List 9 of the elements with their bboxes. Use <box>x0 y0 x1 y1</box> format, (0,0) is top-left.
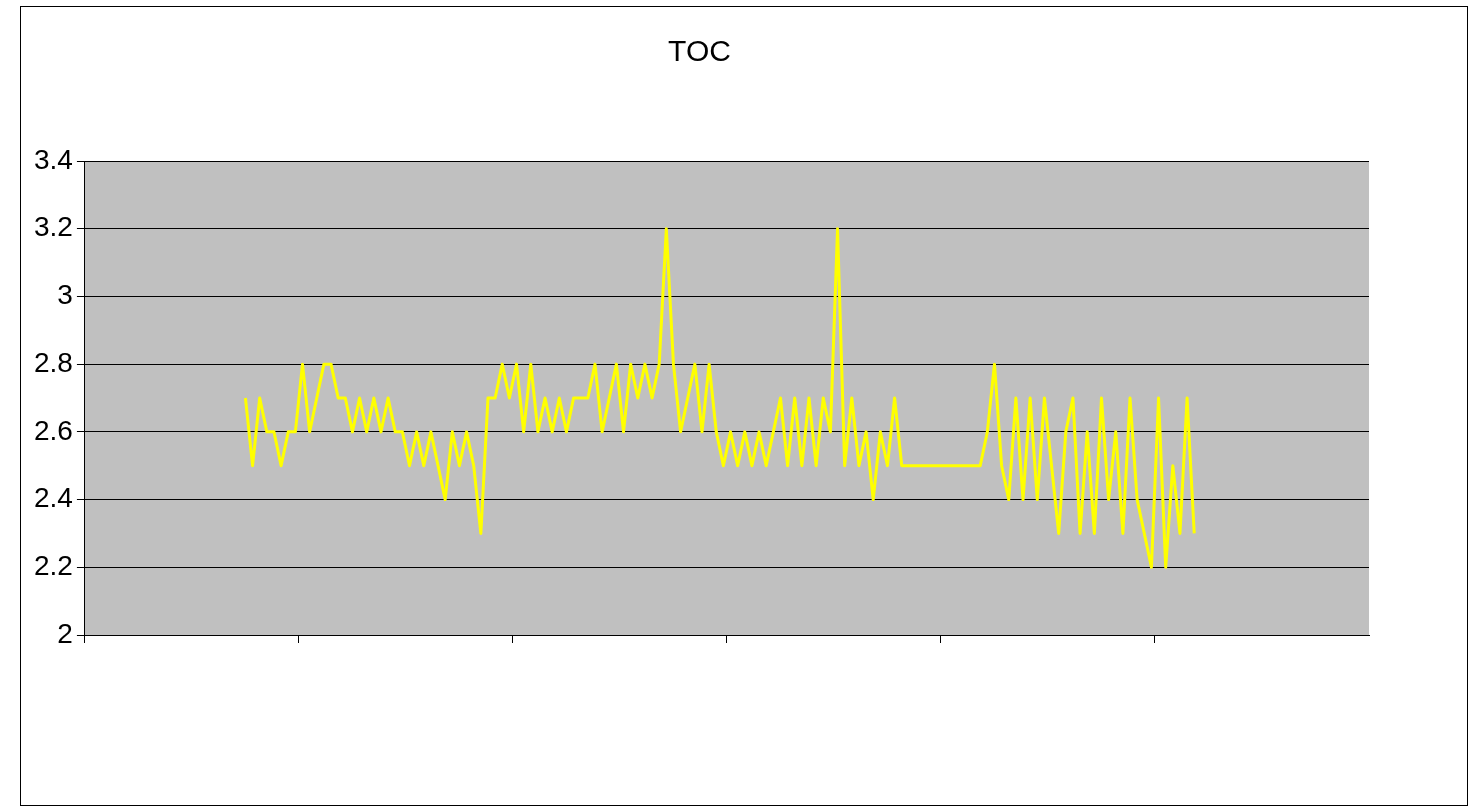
y-tick-label: 2 <box>57 617 73 649</box>
y-tick-label: 2.8 <box>33 346 73 378</box>
y-tick-label: 2.4 <box>33 482 73 514</box>
chart-title: TOC <box>668 34 731 68</box>
y-tick-label: 2.6 <box>33 414 73 446</box>
y-tick-label: 3.2 <box>33 211 73 243</box>
y-tick-label: 2.2 <box>33 550 73 581</box>
y-tick-label: 3.4 <box>33 143 73 175</box>
y-tick-label: 3 <box>57 279 73 311</box>
